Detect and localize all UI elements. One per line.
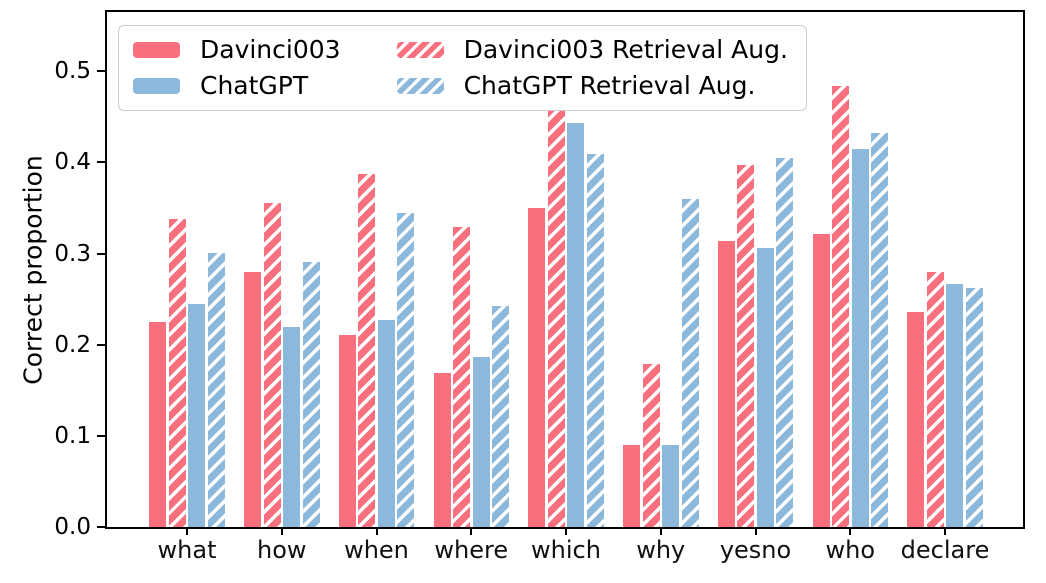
bar-chatgpt-which — [567, 123, 585, 527]
bar-chatgpt-yesno — [756, 248, 774, 527]
y-tick-label-0.5: 0.5 — [54, 58, 91, 85]
x-tick-label-when: when — [344, 536, 409, 564]
bar-chatgpt-retrieval-aug-why — [681, 198, 699, 527]
bar-chatgpt-declare — [946, 283, 964, 527]
bar-chatgpt-retrieval-aug-when — [397, 212, 415, 527]
legend: Davinci003 ChatGPT Davinci003 Retrieval … — [118, 25, 807, 111]
davinci003-retrieval-aug-swatch-icon — [396, 41, 444, 58]
bar-davinci003-retrieval-aug-when — [358, 174, 376, 527]
y-tick-mark — [97, 161, 105, 164]
legend-label: Davinci003 Retrieval Aug. — [463, 35, 788, 64]
bar-chatgpt-when — [377, 320, 395, 527]
bar-davinci003-where — [433, 373, 451, 527]
x-tick-mark — [944, 527, 946, 535]
x-tick-label-how: how — [256, 536, 307, 564]
bar-chatgpt-retrieval-aug-which — [586, 154, 604, 527]
bar-davinci003-retrieval-aug-which — [547, 107, 565, 527]
y-tick-mark — [97, 434, 105, 437]
bar-davinci003-retrieval-aug-who — [832, 85, 849, 527]
bar-davinci003-retrieval-aug-yesno — [737, 165, 755, 527]
legend-item-davinci003: Davinci003 — [133, 35, 341, 64]
bar-chatgpt-how — [283, 326, 300, 527]
bar-chatgpt-who — [851, 148, 869, 527]
y-tick-label-0.1: 0.1 — [54, 422, 91, 449]
bar-chatgpt-retrieval-aug-declare — [965, 288, 983, 527]
x-tick-mark — [280, 527, 283, 535]
bar-davinci003-what — [149, 321, 167, 527]
x-tick-label-what: what — [157, 536, 217, 564]
legend-label: ChatGPT Retrieval Aug. — [463, 71, 756, 100]
x-tick-label-which: which — [531, 536, 601, 564]
bar-chatgpt-retrieval-aug-where — [492, 306, 509, 527]
x-tick-mark — [375, 527, 378, 535]
bar-davinci003-yesno — [717, 240, 735, 527]
legend-label: ChatGPT — [200, 71, 309, 100]
legend-label: Davinci003 — [200, 35, 341, 64]
chatgpt-retrieval-aug-swatch-icon — [396, 77, 444, 94]
x-tick-mark — [186, 527, 188, 535]
davinci003-swatch-icon — [133, 41, 180, 58]
bar-davinci003-which — [528, 208, 546, 527]
bar-davinci003-retrieval-aug-declare — [926, 271, 944, 527]
bar-davinci003-when — [338, 334, 356, 527]
y-tick-label-0.4: 0.4 — [54, 149, 91, 176]
x-tick-label-yesno: yesno — [719, 536, 792, 564]
y-tick-label-0.0: 0.0 — [54, 514, 91, 540]
bar-davinci003-retrieval-aug-how — [263, 202, 281, 527]
y-tick-mark — [97, 252, 105, 255]
x-tick-mark — [659, 527, 662, 535]
bar-davinci003-why — [623, 445, 640, 527]
bar-davinci003-declare — [907, 311, 925, 527]
bar-davinci003-retrieval-aug-where — [453, 227, 470, 527]
chatgpt-swatch-icon — [133, 77, 180, 94]
bar-davinci003-how — [244, 271, 261, 527]
x-tick-label-declare: declare — [900, 536, 990, 564]
bar-davinci003-retrieval-aug-what — [168, 218, 186, 527]
legend-item-chatgpt: ChatGPT — [133, 71, 341, 100]
bar-chatgpt-retrieval-aug-yesno — [776, 157, 794, 527]
legend-item-chatgpt-retrieval-aug: ChatGPT Retrieval Aug. — [396, 71, 788, 100]
x-tick-mark — [565, 527, 567, 535]
bar-chatgpt-retrieval-aug-what — [207, 252, 225, 527]
y-tick-mark — [97, 70, 105, 73]
bar-davinci003-retrieval-aug-why — [642, 363, 660, 527]
x-tick-label-who: who — [825, 536, 876, 564]
y-tick-mark — [97, 526, 105, 528]
y-tick-label-0.3: 0.3 — [54, 240, 91, 267]
x-tick-mark — [754, 527, 757, 535]
x-tick-label-where: where — [434, 536, 509, 564]
bar-chatgpt-where — [472, 356, 490, 527]
bar-chatgpt-why — [662, 445, 679, 527]
legend-item-davinci003-retrieval-aug: Davinci003 Retrieval Aug. — [396, 35, 788, 64]
bar-davinci003-who — [812, 234, 830, 527]
x-tick-mark — [849, 527, 852, 535]
y-tick-mark — [97, 343, 105, 346]
x-tick-mark — [470, 527, 473, 535]
plot-area: what how when where which why yesno who declare 0… — [54, 10, 1025, 564]
x-tick-label-why: why — [636, 536, 686, 564]
bar-chatgpt-what — [188, 303, 206, 527]
bar-chatgpt-retrieval-aug-how — [302, 261, 320, 527]
bar-chatgpt-retrieval-aug-who — [871, 133, 888, 527]
y-tick-label-0.2: 0.2 — [54, 331, 91, 358]
